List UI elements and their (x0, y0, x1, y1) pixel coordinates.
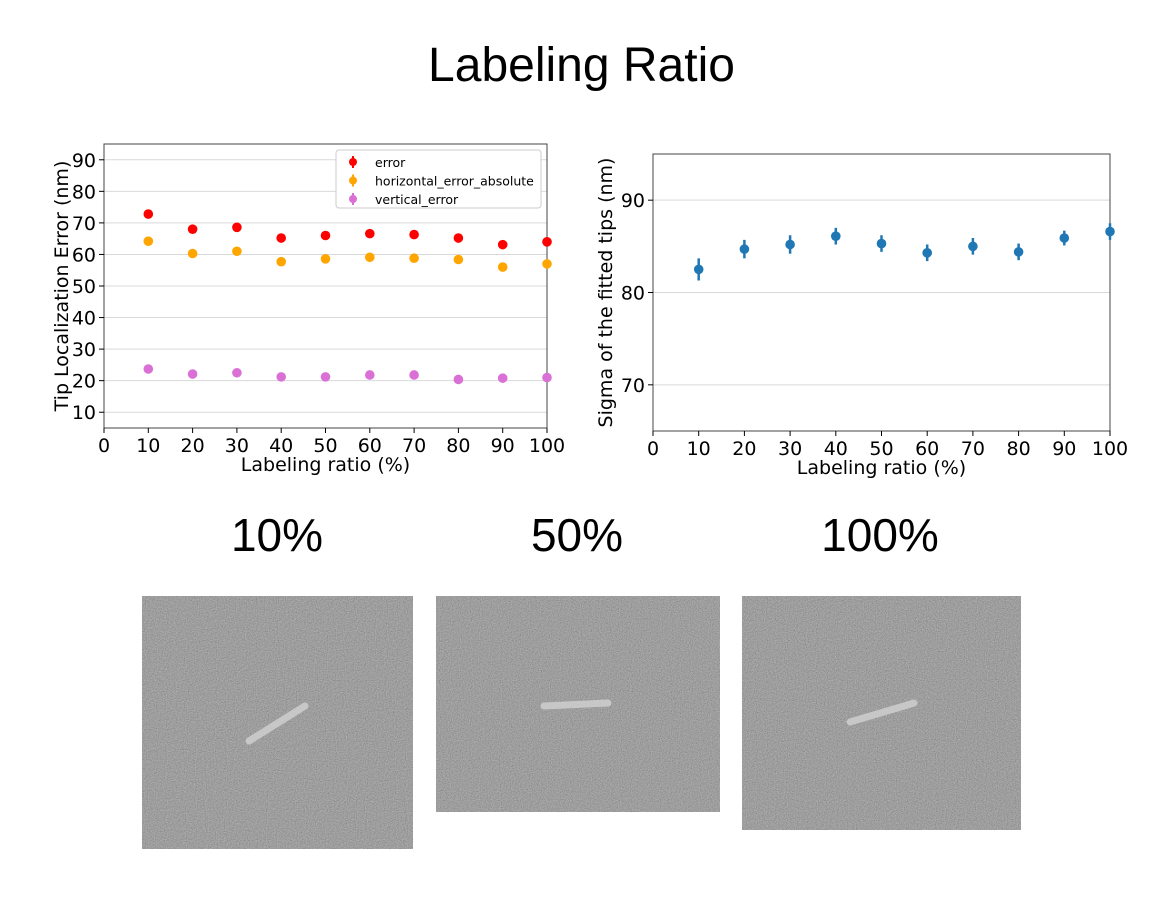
data-point (1013, 247, 1024, 257)
caption-50-percent: 50% (530, 509, 624, 561)
plot-frame (652, 153, 1111, 432)
y-tick-label: 80 (621, 283, 645, 305)
x-tick-label: 30 (778, 438, 802, 460)
x-tick-label: 40 (269, 435, 293, 457)
y-tick-label: 30 (72, 339, 96, 361)
data-point (365, 228, 375, 239)
y-tick-label: 90 (72, 150, 96, 172)
legend-label: horizontal_error_absolute (375, 174, 534, 189)
data-point (409, 253, 419, 264)
y-tick-label: 80 (72, 181, 96, 203)
x-tick-label: 60 (915, 438, 939, 460)
legend-marker (349, 176, 357, 185)
legend-label: vertical_error (375, 192, 459, 207)
data-point (276, 233, 287, 243)
data-point (320, 372, 331, 382)
data-point (1059, 233, 1070, 243)
data-point (542, 237, 552, 247)
page-title: Labeling Ratio (428, 39, 735, 92)
caption-100-percent: 100% (821, 509, 939, 561)
data-point (143, 364, 154, 374)
y-tick-label: 70 (621, 375, 645, 397)
caption-10-percent: 10% (230, 509, 324, 561)
data-point (232, 246, 242, 257)
legend-marker (349, 195, 357, 203)
x-tick-label: 100 (1092, 438, 1128, 460)
data-point (232, 222, 242, 233)
data-point (497, 262, 508, 272)
data-point (320, 254, 331, 264)
y-axis-label: Tip Localization Error (nm) (51, 161, 73, 413)
x-tick-label: 50 (869, 438, 893, 460)
data-point (693, 264, 704, 275)
x-tick-label: 0 (98, 435, 110, 457)
data-point (542, 372, 552, 383)
y-tick-label: 90 (621, 190, 645, 212)
data-point (453, 374, 464, 385)
y-axis-label: Sigma of the fitted tips (nm) (595, 158, 617, 428)
data-point (497, 373, 508, 383)
data-point (187, 369, 198, 379)
filament (846, 699, 918, 726)
x-tick-label: 10 (687, 438, 711, 460)
data-point (409, 370, 419, 380)
data-point (320, 230, 331, 241)
microscopy-image-100-percent (742, 596, 1021, 830)
x-tick-label: 90 (491, 435, 515, 457)
filament (540, 699, 612, 710)
data-point (365, 370, 375, 380)
data-point (187, 224, 198, 234)
x-axis-label: Labeling ratio (%) (241, 454, 410, 476)
data-point (276, 256, 287, 267)
x-tick-label: 30 (225, 435, 249, 457)
data-point (1105, 226, 1115, 237)
x-tick-label: 50 (313, 435, 337, 457)
data-point (409, 229, 419, 240)
data-point (542, 259, 552, 269)
x-tick-label: 20 (732, 438, 756, 460)
data-point (831, 231, 841, 241)
data-point (187, 248, 198, 259)
data-point (876, 238, 887, 249)
y-tick-label: 70 (72, 213, 96, 235)
y-tick-label: 20 (72, 371, 96, 393)
x-tick-label: 80 (446, 435, 470, 457)
data-point (453, 233, 464, 243)
x-tick-label: 60 (358, 435, 382, 457)
filament (245, 702, 309, 745)
y-tick-label: 10 (72, 402, 96, 424)
microscopy-image-50-percent (436, 596, 720, 812)
data-point (276, 372, 287, 382)
x-tick-label: 90 (1052, 438, 1076, 460)
y-tick-label: 40 (72, 308, 96, 330)
x-tick-label: 100 (529, 435, 565, 457)
data-point (739, 244, 750, 254)
data-point (922, 247, 932, 258)
data-point (453, 254, 464, 265)
plot-frame (103, 143, 548, 429)
x-axis-label: Labeling ratio (%) (797, 457, 966, 479)
x-tick-label: 70 (402, 435, 426, 457)
data-point (497, 239, 508, 250)
x-tick-label: 70 (961, 438, 985, 460)
x-tick-label: 0 (647, 438, 659, 460)
x-tick-label: 20 (181, 435, 205, 457)
data-point (365, 252, 375, 263)
data-point (143, 209, 154, 219)
data-point (143, 236, 154, 246)
data-point (785, 239, 795, 250)
microscopy-image-10-percent (142, 596, 413, 849)
data-point (232, 367, 242, 378)
x-tick-label: 80 (1007, 438, 1031, 460)
legend-label: error (375, 155, 406, 170)
y-tick-label: 50 (72, 276, 96, 298)
x-tick-label: 40 (824, 438, 848, 460)
legend-marker (349, 158, 357, 166)
data-point (968, 241, 978, 252)
legend-box (335, 149, 542, 209)
x-tick-label: 10 (136, 435, 160, 457)
y-tick-label: 60 (72, 244, 96, 266)
